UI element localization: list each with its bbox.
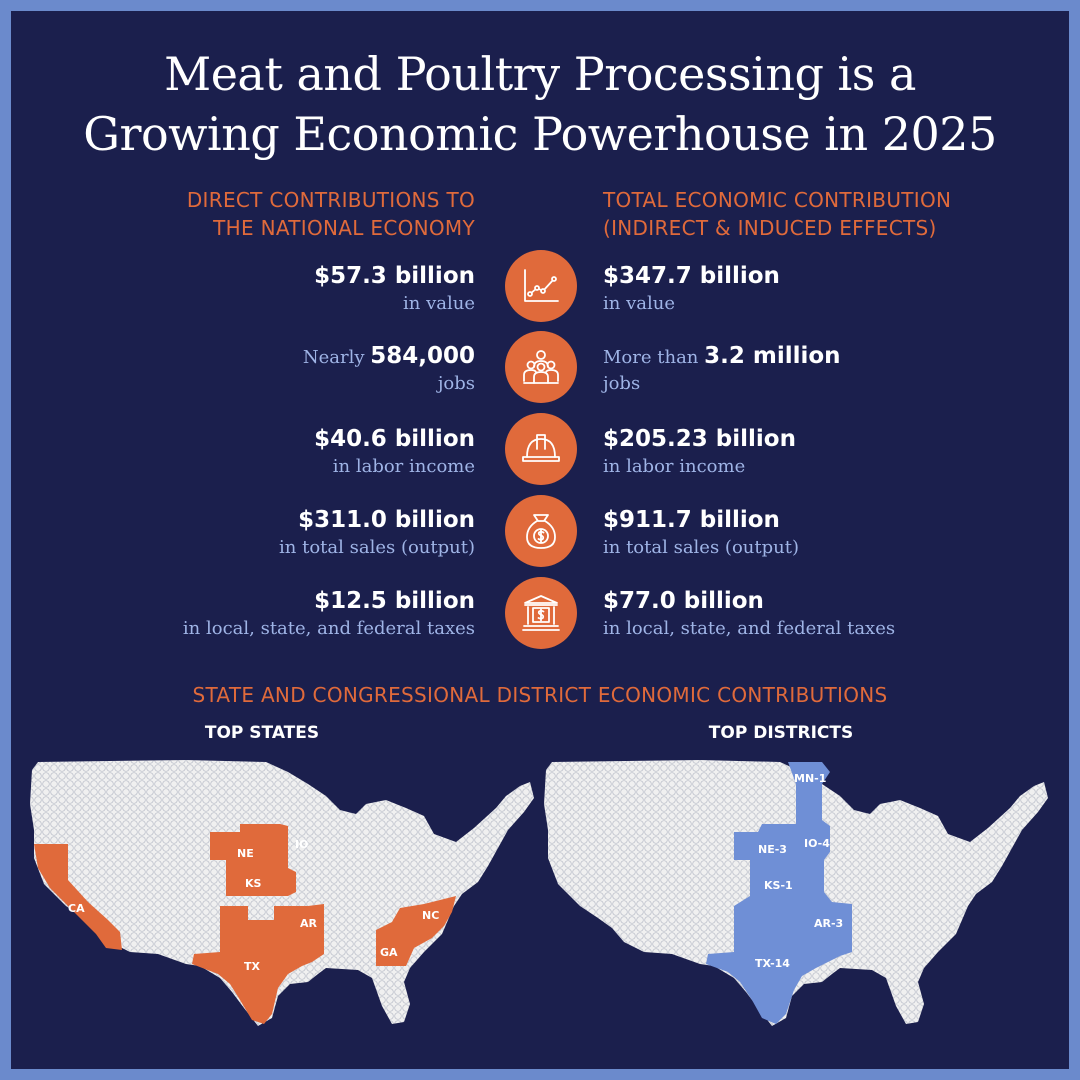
district-label-ne-3: NE-3 [758, 843, 787, 856]
state-label-io: IO [295, 838, 308, 851]
districts-highlight [706, 762, 852, 1024]
line-chart-icon [505, 250, 577, 322]
state-label-ne: NE [237, 847, 254, 860]
total-labor-income-stat: $205.23 billion in labor income [603, 425, 796, 479]
top-states-map: NE IO KS CA AR NC TX GA [30, 760, 534, 1026]
state-label-ar: AR [300, 917, 318, 930]
stat-value: $12.5 billion [314, 588, 475, 614]
stat-label: in total sales (output) [279, 537, 475, 558]
state-label-ks: KS [245, 877, 262, 890]
stat-value: $311.0 billion [298, 507, 475, 533]
state-ne-io-ks [210, 824, 296, 896]
page-title: Meat and Poultry Processing is a Growing… [0, 44, 1080, 164]
stat-prefix: Nearly [302, 347, 371, 368]
people-group-icon [505, 331, 577, 403]
district-label-tx-14: TX-14 [755, 957, 790, 970]
state-label-tx: TX [244, 960, 261, 973]
direct-heading-line-1: DIRECT CONTRIBUTIONS TO [186, 188, 475, 212]
stat-value: $77.0 billion [603, 588, 764, 614]
top-states-title: TOP STATES [204, 723, 320, 743]
state-tx-ar [192, 904, 324, 1024]
stat-value: $347.7 billion [603, 263, 780, 289]
total-total-sales-stat: $911.7 billion in total sales (output) [603, 506, 799, 560]
stat-label: in value [403, 293, 475, 314]
direct-taxes-stat: $12.5 billion in local, state, and feder… [183, 587, 475, 641]
stat-label: in local, state, and federal taxes [603, 618, 896, 639]
total-taxes-stat: $77.0 billion in local, state, and feder… [603, 587, 895, 641]
stat-label: in total sales (output) [603, 537, 799, 558]
hard-hat-icon [505, 413, 577, 485]
state-nc-ga [376, 896, 456, 966]
total-jobs-stat: More than 3.2 million jobs [603, 342, 841, 396]
bank-building-icon [505, 577, 577, 649]
direct-contributions-heading: DIRECT CONTRIBUTIONS TO THE NATIONAL ECO… [187, 186, 475, 242]
total-heading-line-2: (INDIRECT & INDUCED EFFECTS) [603, 216, 937, 240]
state-label-nc: NC [422, 909, 439, 922]
money-bag-icon [505, 495, 577, 567]
total-heading-line-1: TOTAL ECONOMIC CONTRIBUTION [603, 188, 952, 212]
state-ca [34, 844, 122, 950]
state-label-ga: GA [380, 946, 398, 959]
stat-prefix: More than [603, 347, 705, 368]
total-value-stat: $347.7 billion in value [603, 262, 780, 316]
district-label-ks-1: KS-1 [764, 879, 793, 892]
stat-value: $911.7 billion [603, 507, 780, 533]
stat-value: $205.23 billion [603, 426, 796, 452]
stat-value: $57.3 billion [314, 263, 475, 289]
direct-value-stat: $57.3 billion in value [314, 262, 475, 316]
stat-label: jobs [603, 373, 641, 394]
stat-value: 3.2 million [704, 343, 841, 369]
stat-value: 584,000 [370, 343, 475, 369]
stat-label: in local, state, and federal taxes [182, 618, 475, 639]
state-district-heading: STATE AND CONGRESSIONAL DISTRICT ECONOMI… [192, 683, 888, 707]
total-contribution-heading: TOTAL ECONOMIC CONTRIBUTION (INDIRECT & … [603, 186, 951, 242]
direct-heading-line-2: THE NATIONAL ECONOMY [213, 216, 475, 240]
direct-labor-income-stat: $40.6 billion in labor income [314, 425, 475, 479]
top-districts-title: TOP DISTRICTS [708, 723, 854, 743]
stat-label: jobs [437, 373, 475, 394]
state-label-ca: CA [68, 902, 85, 915]
top-districts-map: MN-1 NE-3 IO-4 KS-1 AR-3 TX-14 [544, 760, 1048, 1026]
stat-label: in value [603, 293, 675, 314]
direct-total-sales-stat: $311.0 billion in total sales (output) [279, 506, 475, 560]
district-label-io-4: IO-4 [804, 837, 830, 850]
district-label-ar-3: AR-3 [814, 917, 843, 930]
stat-label: in labor income [332, 456, 475, 477]
district-label-mn-1: MN-1 [794, 772, 826, 785]
direct-jobs-stat: Nearly 584,000 jobs [303, 342, 475, 396]
title-line-2: Growing Economic Powerhouse in 2025 [83, 107, 997, 161]
stat-value: $40.6 billion [314, 426, 475, 452]
title-line-1: Meat and Poultry Processing is a [164, 47, 916, 101]
stat-label: in labor income [603, 456, 746, 477]
